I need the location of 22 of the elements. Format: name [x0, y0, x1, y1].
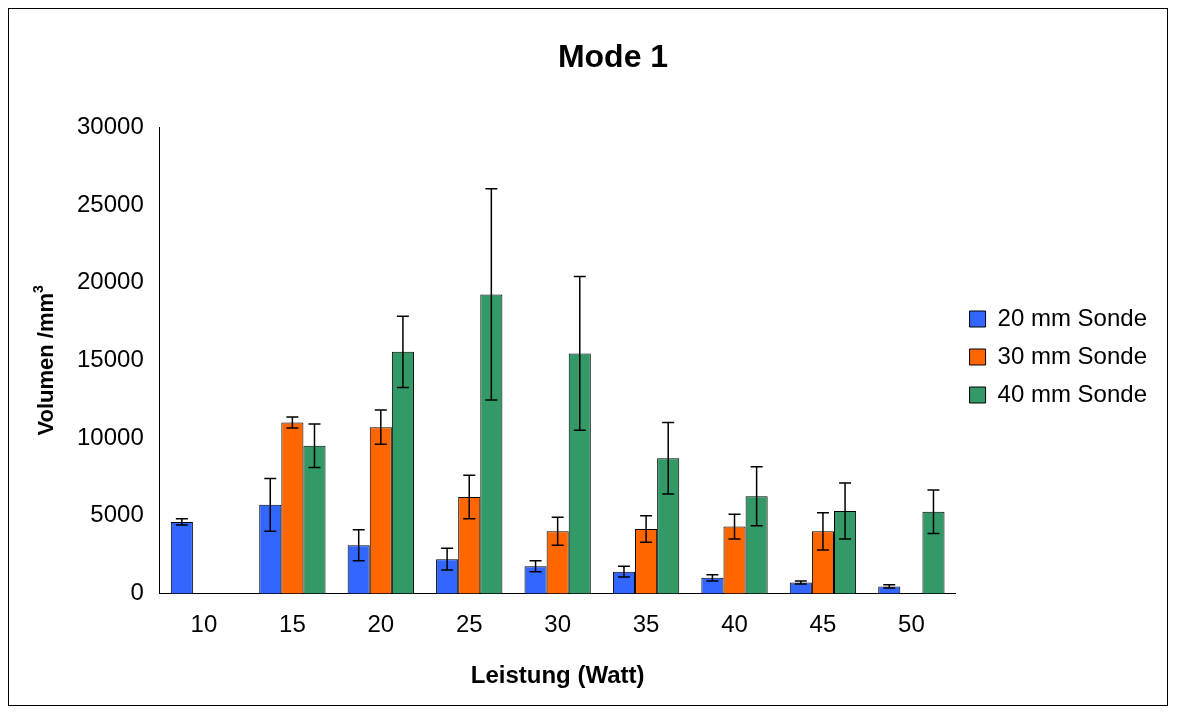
x-tick-label: 10 — [190, 610, 218, 638]
y-tick-label: 20000 — [76, 267, 144, 295]
x-axis-title: Leistung (Watt) — [470, 661, 645, 689]
x-tick-label: 15 — [279, 610, 306, 638]
x-tick-label: 50 — [898, 610, 925, 638]
y-tick-label: 25000 — [76, 189, 144, 217]
legend-label: 40 mm Sonde — [997, 379, 1148, 407]
x-tick-label: 45 — [809, 610, 837, 638]
x-tick-label: 25 — [455, 610, 483, 638]
y-tick-label: 10000 — [76, 422, 144, 450]
x-tick-label: 30 — [544, 610, 572, 638]
x-tick-label: 35 — [632, 610, 660, 638]
y-tick-label: 5000 — [90, 500, 144, 528]
y-axis-title: Volumen /mm3 — [30, 284, 58, 436]
chart-title: Mode 1 — [557, 38, 669, 75]
y-tick-label: 15000 — [76, 345, 144, 373]
x-tick-label: 20 — [367, 610, 395, 638]
y-tick-label: 30000 — [76, 112, 144, 140]
y-tick-label: 0 — [130, 578, 144, 606]
x-tick-label: 40 — [721, 610, 748, 638]
legend-label: 20 mm Sonde — [997, 303, 1148, 331]
legend-label: 30 mm Sonde — [997, 341, 1148, 369]
